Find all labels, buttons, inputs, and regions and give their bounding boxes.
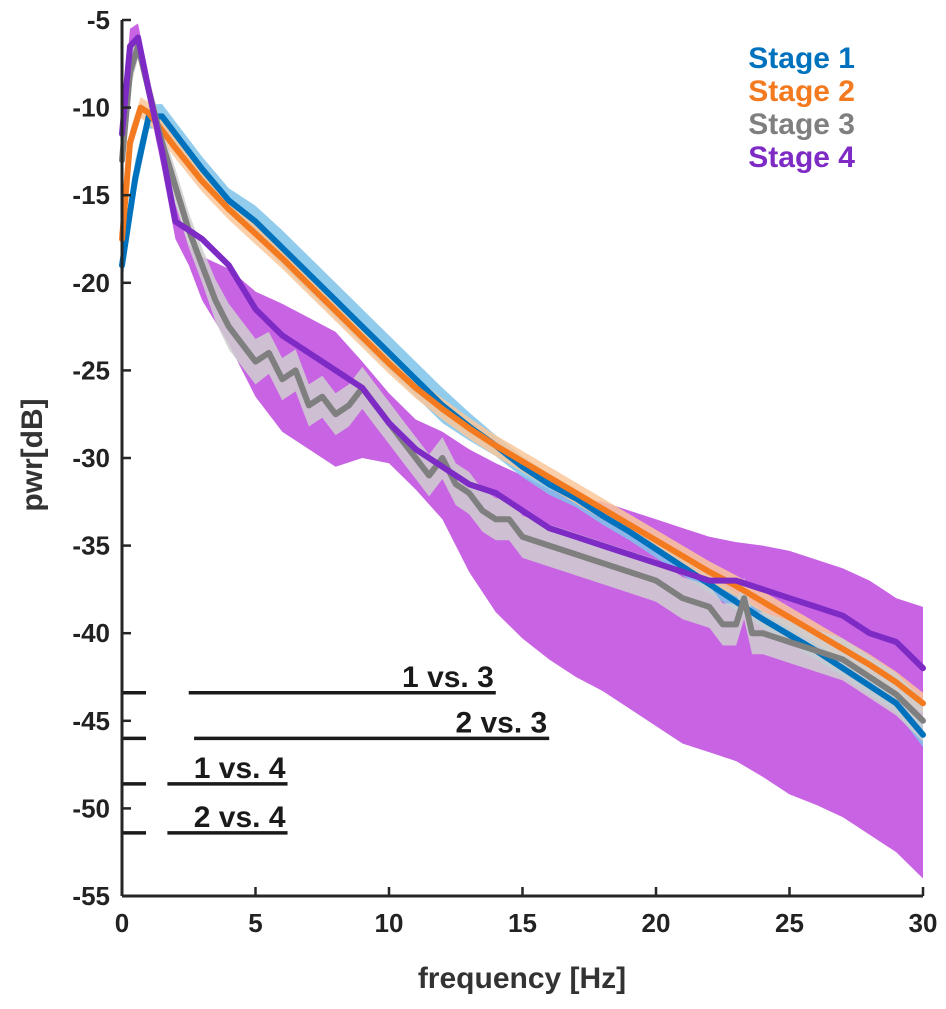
x-axis-label: frequency [Hz] (418, 962, 626, 995)
y-tick-label: -55 (72, 881, 110, 911)
y-tick-label: -30 (72, 443, 110, 473)
sig-bar-label: 1 vs. 3 (402, 661, 494, 694)
y-tick-label: -35 (72, 531, 110, 561)
sig-bar-label: 1 vs. 4 (194, 752, 286, 785)
significance-bars: 1 vs. 3 2 vs. 3 1 vs. 4 2 vs. 4 (122, 661, 550, 835)
y-tick-label: -10 (72, 93, 110, 123)
band-stage-4 (122, 23, 923, 879)
y-tick-label: -20 (72, 268, 110, 298)
x-tick-label: 10 (375, 908, 404, 938)
y-tick-label: -5 (87, 5, 110, 35)
y-ticks: -5 -10 -15 -20 -25 -30 -35 -40 -45 -50 -55 (72, 5, 131, 911)
sig-bar-label: 2 vs. 4 (194, 801, 286, 834)
x-ticks: 0 5 10 15 20 25 30 (115, 887, 938, 938)
y-tick-label: -25 (72, 355, 110, 385)
x-tick-label: 20 (642, 908, 671, 938)
line-stage-3 (119, 43, 926, 724)
y-axis-label: pwr[dB] (16, 398, 49, 511)
x-tick-label: 5 (248, 908, 262, 938)
legend-entry-stage-3: Stage 3 (748, 108, 855, 141)
line-stage-2 (119, 104, 926, 707)
line-stage-1 (119, 113, 926, 738)
x-tick-label: 15 (508, 908, 537, 938)
y-tick-label: -45 (72, 706, 110, 736)
series-lines (119, 34, 926, 738)
sig-bar-label: 2 vs. 3 (455, 706, 547, 739)
y-tick-label: -50 (72, 793, 110, 823)
x-tick-label: 25 (775, 908, 804, 938)
y-tick-label: -40 (72, 618, 110, 648)
legend-entry-stage-1: Stage 1 (748, 42, 855, 75)
x-tick-label: 30 (909, 908, 938, 938)
legend-entry-stage-2: Stage 2 (748, 75, 855, 108)
legend-entry-stage-4: Stage 4 (748, 141, 855, 174)
x-tick-label: 0 (115, 908, 129, 938)
y-tick-label: -15 (72, 180, 110, 210)
line-stage-4 (119, 34, 926, 672)
